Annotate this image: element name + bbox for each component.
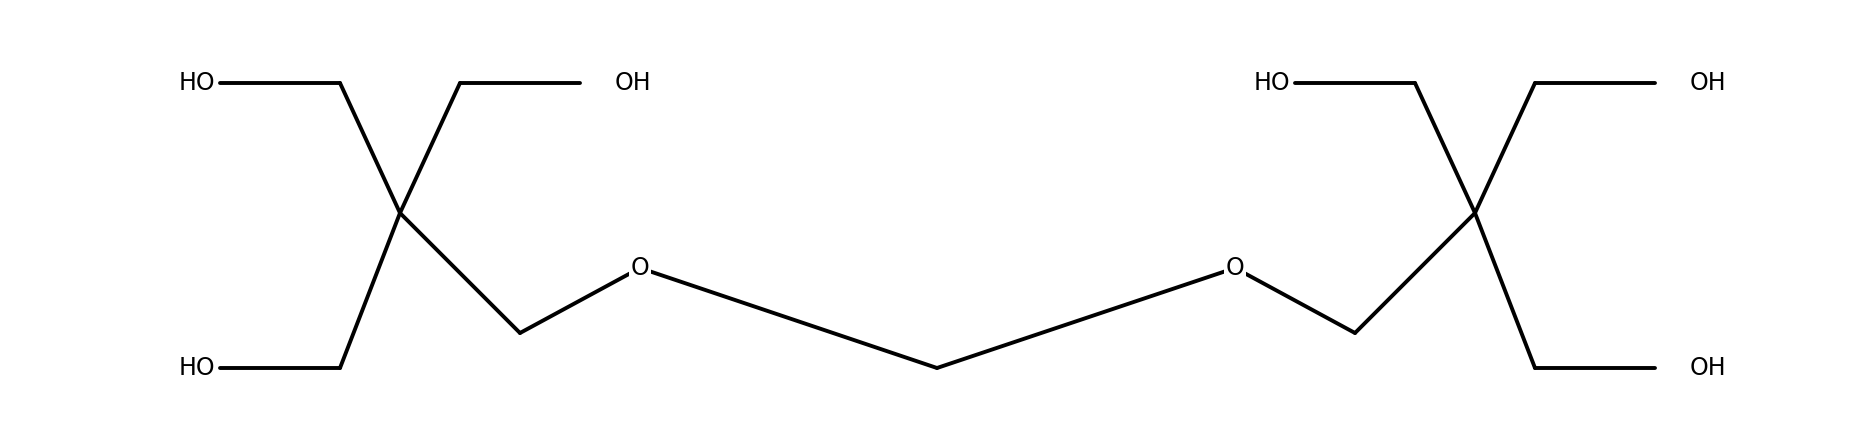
Text: HO: HO <box>1252 71 1290 95</box>
Text: OH: OH <box>1689 71 1727 95</box>
Text: HO: HO <box>178 356 216 380</box>
Text: OH: OH <box>1689 356 1727 380</box>
Text: HO: HO <box>178 71 216 95</box>
Text: OH: OH <box>615 71 652 95</box>
Text: O: O <box>1226 256 1245 280</box>
Text: O: O <box>630 256 649 280</box>
